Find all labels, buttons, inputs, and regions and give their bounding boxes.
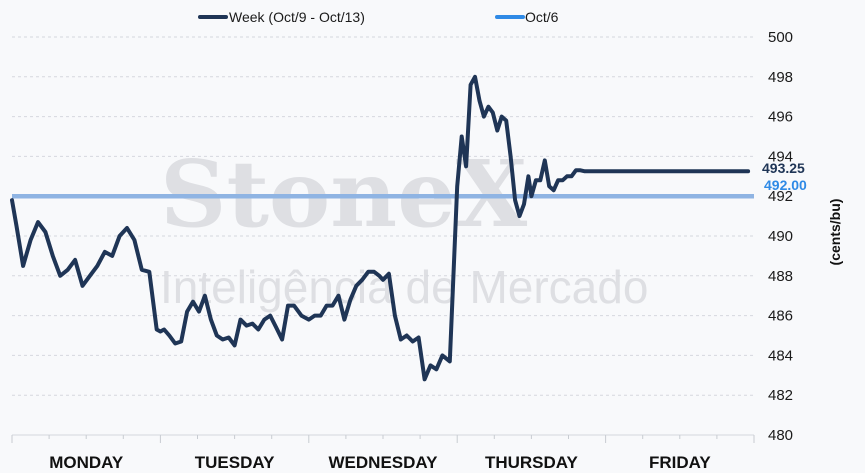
y-tick-label: 494 [768, 148, 793, 165]
legend: Week (Oct/9 - Oct/13) Oct/6 [198, 9, 559, 25]
legend-label-oct6: Oct/6 [525, 9, 559, 25]
series-week-end-label: 493.25 [762, 160, 805, 176]
y-tick-label: 496 [768, 109, 793, 126]
y-axis-label: (cents/bu) [827, 199, 843, 266]
y-axis: 480 482 484 486 488 490 492 494 496 498 500 [768, 29, 793, 444]
x-tick-label: WEDNESDAY [329, 453, 439, 472]
y-tick-label: 480 [768, 427, 793, 444]
y-tick-label: 488 [768, 268, 793, 285]
y-tick-label: 486 [768, 308, 793, 325]
y-tick-label: 482 [768, 387, 793, 404]
y-tick-label: 498 [768, 69, 793, 86]
y-tick-label: 490 [768, 228, 793, 245]
legend-label-week: Week (Oct/9 - Oct/13) [229, 9, 365, 25]
x-tick-label: FRIDAY [649, 453, 711, 472]
x-tick-label: MONDAY [49, 453, 124, 472]
y-tick-label: 492 [768, 188, 793, 205]
series-oct6-end-label: 492.00 [764, 177, 807, 193]
x-tick-label: TUESDAY [195, 453, 275, 472]
x-axis: MONDAY TUESDAY WEDNESDAY THURSDAY FRIDAY [11, 434, 755, 472]
series-week-line [10, 74, 751, 382]
watermark-subtitle: Inteligência de Mercado [160, 261, 648, 313]
y-tick-label: 500 [768, 29, 793, 46]
watermark: StoneX Inteligência de Mercado [160, 140, 648, 313]
x-tick-label: THURSDAY [485, 453, 579, 472]
y-tick-label: 484 [768, 347, 793, 364]
